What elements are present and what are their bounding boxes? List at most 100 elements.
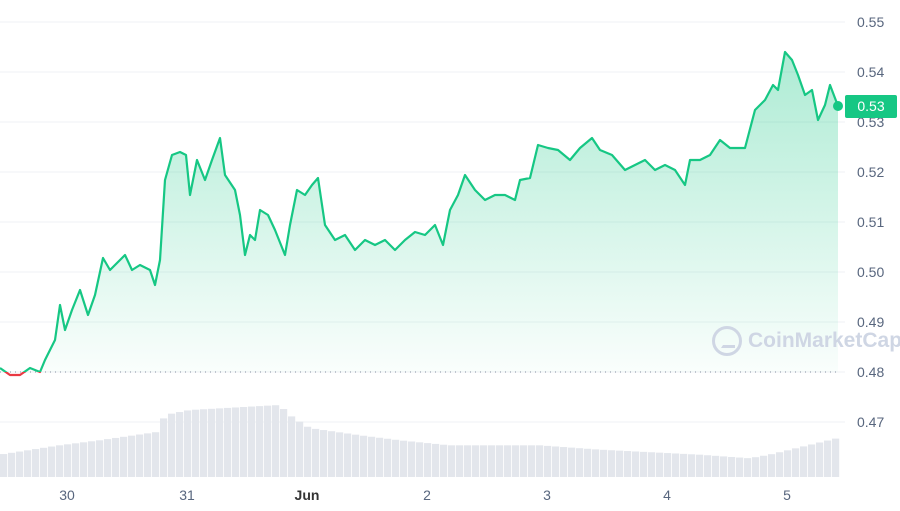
volume-bar: [448, 445, 456, 477]
volume-bar: [664, 453, 672, 477]
volume-bar: [136, 434, 144, 477]
volume-bar: [128, 435, 136, 477]
x-tick-label: 2: [423, 487, 431, 503]
y-tick-label: 0.50: [857, 264, 884, 280]
volume-bar: [216, 408, 224, 477]
watermark-text: CoinMarketCap: [748, 329, 900, 352]
price-area-fill: [0, 52, 838, 372]
volume-bar: [528, 445, 536, 477]
volume-bar: [512, 445, 520, 477]
x-tick-label: Jun: [295, 487, 320, 503]
volume-bar: [224, 407, 232, 477]
price-line-up: [0, 50, 840, 372]
volume-bar: [496, 445, 504, 477]
volume-bar: [80, 442, 88, 477]
y-tick-label: 0.52: [857, 164, 884, 180]
coinmarketcap-logo-icon: [712, 326, 742, 356]
volume-bar: [648, 452, 656, 477]
volume-bar: [168, 413, 176, 477]
x-tick-label: 3: [543, 487, 551, 503]
volume-bar: [8, 452, 16, 477]
volume-bar: [720, 456, 728, 477]
x-tick-label: 5: [783, 487, 791, 503]
volume-bar: [144, 433, 152, 477]
volume-bar: [368, 436, 376, 477]
volume-bar: [616, 450, 624, 477]
volume-bar: [120, 436, 128, 477]
volume-bar: [16, 451, 24, 477]
x-tick-label: 30: [59, 487, 75, 503]
volume-bar: [432, 443, 440, 477]
volume-bar: [624, 451, 632, 477]
volume-bar: [672, 453, 680, 477]
volume-bar: [568, 447, 576, 477]
volume-bar: [312, 428, 320, 477]
volume-bar: [504, 445, 512, 477]
volume-bar: [752, 457, 760, 477]
volume-bar: [344, 433, 352, 477]
volume-bar: [560, 447, 568, 477]
volume-bar: [0, 454, 8, 477]
volume-bar: [288, 416, 296, 477]
y-tick-label: 0.55: [857, 14, 884, 30]
volume-bar: [56, 445, 64, 477]
volume-bar: [808, 444, 816, 477]
volume-bar: [392, 439, 400, 477]
volume-bar: [768, 454, 776, 477]
volume-bar: [400, 440, 408, 477]
volume-bar: [304, 426, 312, 477]
volume-bar: [192, 409, 200, 477]
volume-bar: [32, 449, 40, 477]
volume-bar: [728, 456, 736, 477]
volume-bar: [816, 442, 824, 477]
volume-bar: [656, 452, 664, 477]
volume-bar: [552, 446, 560, 477]
volume-bar: [784, 450, 792, 477]
current-price-tag: 0.53: [845, 95, 897, 118]
volume-bar: [592, 449, 600, 477]
volume-bar: [40, 447, 48, 477]
volume-bar: [24, 450, 32, 477]
volume-bar: [464, 445, 472, 477]
volume-bar: [264, 405, 272, 477]
volume-bar: [160, 418, 168, 477]
volume-bar: [336, 432, 344, 477]
volume-bar: [688, 454, 696, 477]
volume-bar: [240, 407, 248, 477]
y-tick-label: 0.49: [857, 314, 884, 330]
volume-bar: [680, 453, 688, 477]
volume-bar: [792, 448, 800, 477]
volume-bar: [712, 455, 720, 477]
volume-bar: [640, 451, 648, 477]
volume-bar: [72, 443, 80, 477]
volume-bar: [408, 441, 416, 477]
volume-bar: [704, 455, 712, 477]
volume-bar: [88, 441, 96, 477]
volume-bar: [96, 440, 104, 477]
volume-bar: [824, 440, 832, 477]
volume-bar: [608, 450, 616, 477]
volume-bar: [416, 442, 424, 477]
x-tick-label: 31: [179, 487, 195, 503]
volume-bar: [520, 445, 528, 477]
volume-bar: [456, 445, 464, 477]
volume-bar: [296, 421, 304, 477]
volume-bar: [328, 431, 336, 477]
volume-bar: [800, 446, 808, 477]
volume-bar: [104, 439, 112, 477]
volume-bar: [424, 443, 432, 477]
volume-bar: [256, 406, 264, 477]
volume-bar: [272, 405, 280, 477]
volume-bar: [472, 445, 480, 477]
volume-bar: [536, 445, 544, 477]
volume-bar: [112, 437, 120, 477]
volume-bar: [736, 457, 744, 477]
volume-bar: [832, 438, 840, 477]
volume-bar: [352, 434, 360, 477]
volume-bar: [152, 432, 160, 477]
current-price-dot[interactable]: [833, 101, 843, 111]
volume-bar: [744, 458, 752, 477]
volume-bar: [232, 407, 240, 477]
volume-bar: [360, 435, 368, 477]
